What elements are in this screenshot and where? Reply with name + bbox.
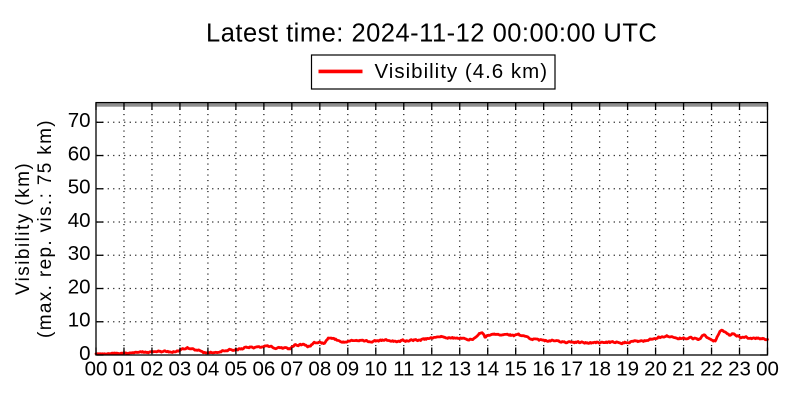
svg-text:08: 08 xyxy=(308,357,331,380)
svg-text:00: 00 xyxy=(85,357,108,380)
svg-text:23: 23 xyxy=(728,357,751,380)
svg-text:01: 01 xyxy=(113,357,136,380)
svg-text:12: 12 xyxy=(420,357,443,380)
svg-text:15: 15 xyxy=(504,357,527,380)
svg-text:00: 00 xyxy=(756,357,779,380)
svg-text:70: 70 xyxy=(68,109,91,132)
svg-text:Visibility (4.6 km): Visibility (4.6 km) xyxy=(375,60,549,83)
svg-text:07: 07 xyxy=(280,357,303,380)
svg-text:21: 21 xyxy=(672,357,695,380)
svg-text:10: 10 xyxy=(364,357,387,380)
svg-text:20: 20 xyxy=(68,275,91,298)
svg-text:02: 02 xyxy=(141,357,164,380)
svg-text:10: 10 xyxy=(68,309,91,332)
svg-text:50: 50 xyxy=(68,176,91,199)
svg-text:03: 03 xyxy=(169,357,192,380)
svg-text:40: 40 xyxy=(68,209,91,232)
svg-text:Latest time: 2024-11-12 00:00:: Latest time: 2024-11-12 00:00:00 UTC xyxy=(206,20,657,48)
svg-text:(max. rep. vis.: 75 km): (max. rep. vis.: 75 km) xyxy=(35,119,56,338)
svg-text:11: 11 xyxy=(393,357,414,380)
svg-text:17: 17 xyxy=(560,357,583,380)
svg-text:05: 05 xyxy=(224,357,247,380)
svg-text:30: 30 xyxy=(68,242,91,265)
svg-text:20: 20 xyxy=(644,357,667,380)
svg-text:16: 16 xyxy=(532,357,555,380)
svg-text:22: 22 xyxy=(700,357,723,380)
svg-text:60: 60 xyxy=(68,142,91,165)
svg-text:Visibility (km): Visibility (km) xyxy=(13,162,34,295)
svg-text:13: 13 xyxy=(448,357,471,380)
svg-text:06: 06 xyxy=(252,357,275,380)
svg-text:14: 14 xyxy=(476,357,499,380)
svg-text:0: 0 xyxy=(79,342,90,365)
svg-text:09: 09 xyxy=(336,357,359,380)
svg-text:04: 04 xyxy=(197,357,220,380)
svg-text:18: 18 xyxy=(588,357,611,380)
svg-text:19: 19 xyxy=(616,357,639,380)
